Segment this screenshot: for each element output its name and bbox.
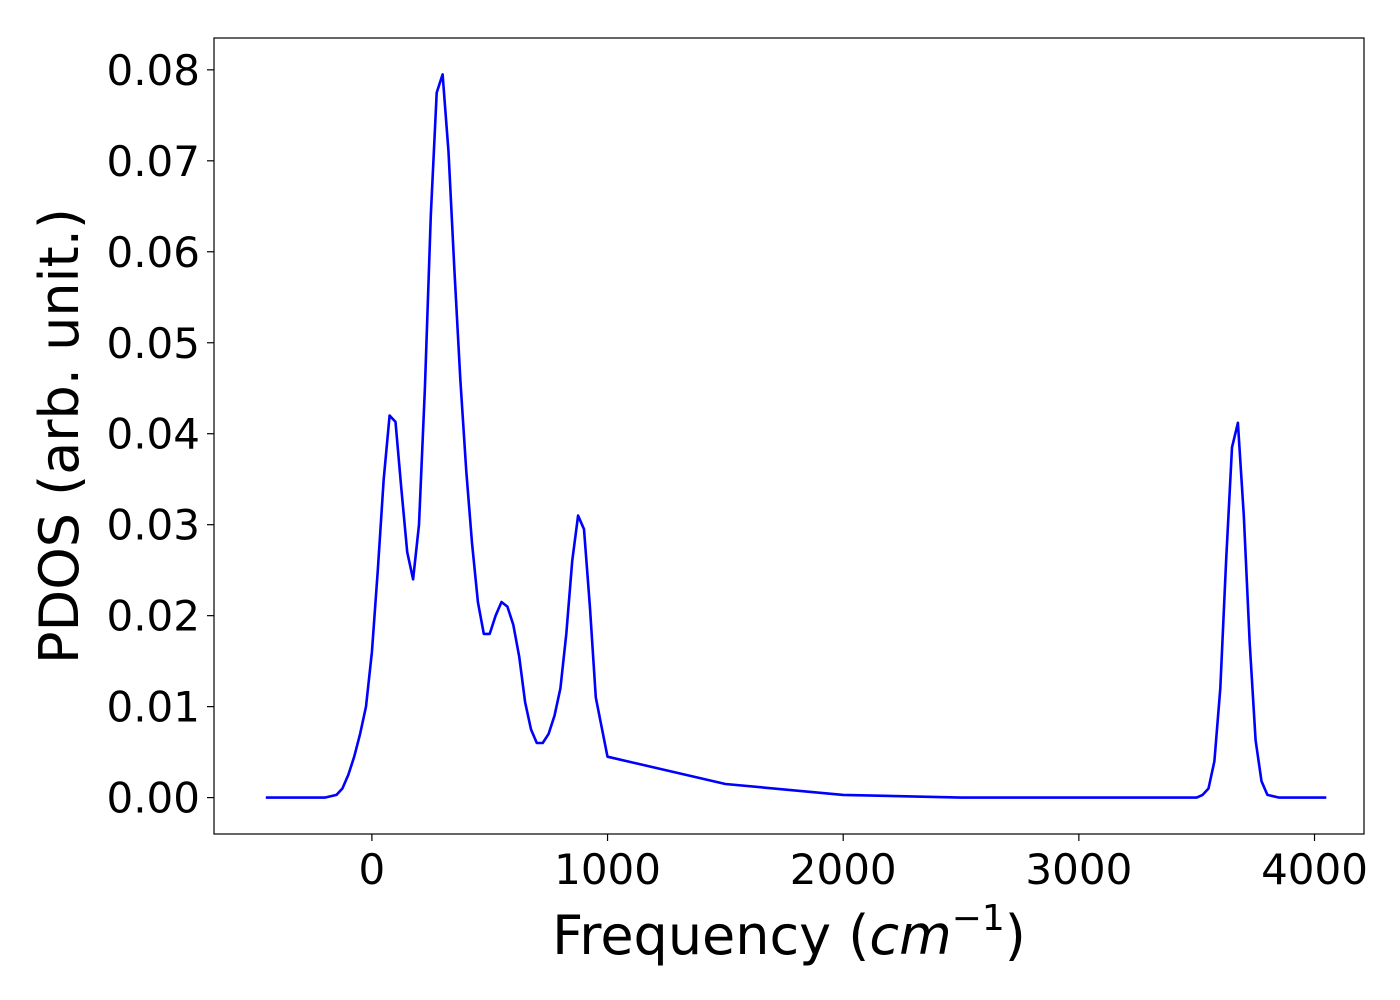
y-axis-label: PDOS (arb. unit.) bbox=[28, 208, 91, 664]
x-axis-label-suffix: ) bbox=[1005, 904, 1026, 967]
x-tick-label: 2000 bbox=[790, 845, 897, 894]
plot-area bbox=[213, 37, 1365, 835]
y-tick-label: 0.08 bbox=[106, 46, 200, 95]
x-axis-label-prefix: Frequency ( bbox=[552, 904, 869, 967]
x-axis-ticks: 0 1000 2000 3000 4000 bbox=[359, 834, 1368, 894]
x-axis-label: Frequency (cm−1) bbox=[552, 898, 1026, 967]
x-tick-label: 0 bbox=[359, 845, 386, 894]
y-tick-label: 0.01 bbox=[106, 683, 200, 732]
x-axis-label-exponent: −1 bbox=[952, 898, 1005, 939]
y-tick-label: 0.02 bbox=[106, 592, 200, 641]
y-tick-label: 0.03 bbox=[106, 501, 200, 550]
y-tick-label: 0.06 bbox=[106, 228, 200, 277]
y-tick-label: 0.07 bbox=[106, 137, 200, 186]
y-tick-label: 0.00 bbox=[106, 774, 200, 823]
x-axis-label-unit: cm bbox=[869, 904, 951, 967]
y-axis-ticks: 0.00 0.01 0.02 0.03 0.04 0.05 0.06 0.07 0.08 bbox=[106, 46, 214, 823]
x-tick-label: 3000 bbox=[1025, 845, 1132, 894]
series-line-0 bbox=[265, 73, 1327, 799]
y-tick-label: 0.05 bbox=[106, 319, 200, 368]
y-tick-label: 0.04 bbox=[106, 410, 200, 459]
plot-frame bbox=[213, 37, 1365, 835]
x-tick-label: 1000 bbox=[554, 845, 661, 894]
x-tick-label: 4000 bbox=[1261, 845, 1368, 894]
